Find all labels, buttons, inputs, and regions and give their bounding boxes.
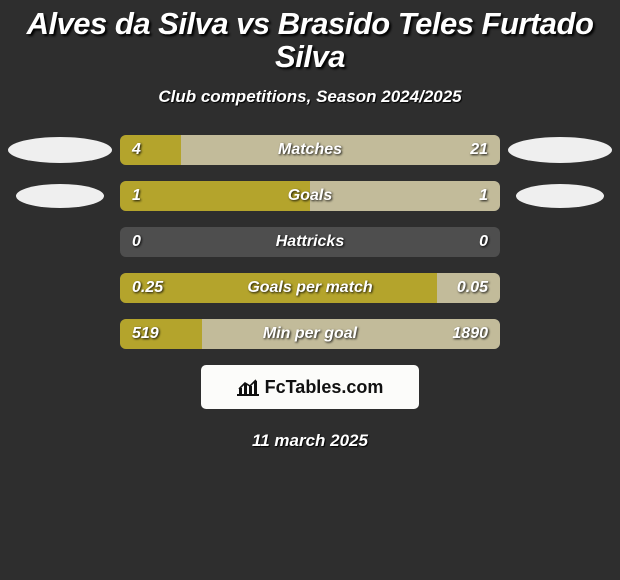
stat-label: Hattricks [120, 227, 500, 257]
player-right-oval [516, 184, 604, 208]
player-right-oval [508, 137, 612, 163]
stat-row: 421Matches [0, 135, 620, 165]
comparison-table: 421Matches 11Goals 00Hattricks 0.250.05Goal… [0, 135, 620, 349]
date-text: 11 march 2025 [0, 431, 620, 451]
stat-row: 00Hattricks [0, 227, 620, 257]
stat-label: Min per goal [120, 319, 500, 349]
right-avatar-slot [500, 184, 620, 208]
stat-bar: 421Matches [120, 135, 500, 165]
right-avatar-slot [500, 137, 620, 163]
stat-bar: 0.250.05Goals per match [120, 273, 500, 303]
stat-label: Goals [120, 181, 500, 211]
player-left-oval [16, 184, 104, 208]
branding-text: FcTables.com [265, 377, 384, 398]
branding-badge: FcTables.com [201, 365, 419, 409]
stat-bar: 5191890Min per goal [120, 319, 500, 349]
left-avatar-slot [0, 184, 120, 208]
player-left-oval [8, 137, 112, 163]
stat-bar: 11Goals [120, 181, 500, 211]
stat-bar: 00Hattricks [120, 227, 500, 257]
left-avatar-slot [0, 137, 120, 163]
stat-label: Matches [120, 135, 500, 165]
stat-row: 5191890Min per goal [0, 319, 620, 349]
stat-row: 11Goals [0, 181, 620, 211]
bar-chart-icon [237, 378, 259, 396]
stat-label: Goals per match [120, 273, 500, 303]
page-title: Alves da Silva vs Brasido Teles Furtado … [0, 0, 620, 73]
comparison-card: Alves da Silva vs Brasido Teles Furtado … [0, 0, 620, 580]
subtitle: Club competitions, Season 2024/2025 [0, 87, 620, 107]
stat-row: 0.250.05Goals per match [0, 273, 620, 303]
